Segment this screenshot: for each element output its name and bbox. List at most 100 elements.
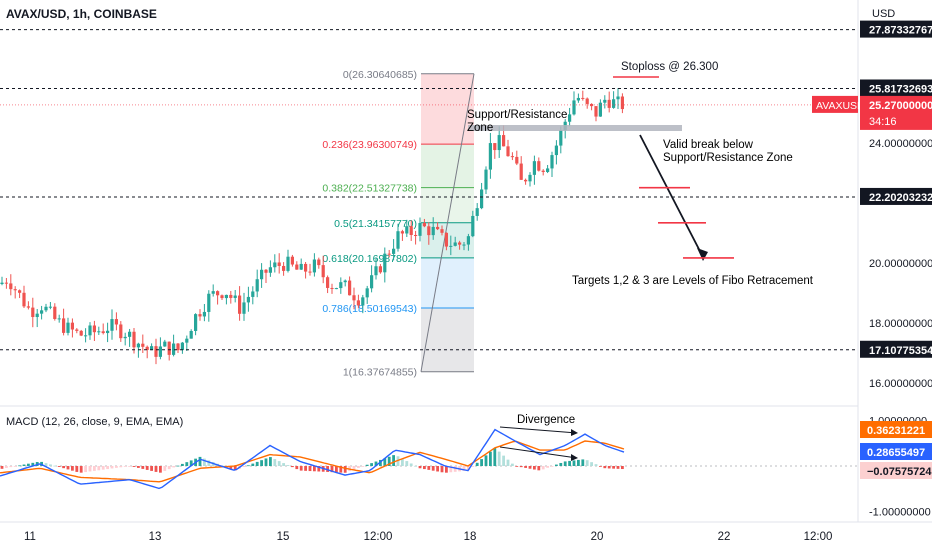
candle-down — [119, 324, 123, 339]
macd-histogram-bar — [392, 455, 395, 466]
macd-histogram-bar — [550, 466, 554, 467]
candle-down — [409, 226, 413, 235]
candle-up — [84, 335, 88, 337]
price-level-tag[interactable] — [860, 340, 932, 358]
candle-up — [370, 275, 374, 289]
price-level-tag[interactable] — [860, 20, 932, 38]
candle-up — [449, 245, 453, 247]
candle-up — [365, 288, 369, 298]
divergence-line-bottom[interactable] — [499, 446, 578, 459]
candle-down — [594, 106, 598, 117]
candle-up — [559, 130, 563, 146]
macd-histogram-bar — [115, 466, 118, 468]
macd-histogram-bar — [18, 465, 21, 467]
macd-histogram-bar — [260, 460, 263, 466]
macd-value-tag[interactable] — [860, 421, 932, 438]
macd-histogram-bar — [612, 466, 615, 469]
macd-histogram-bar — [53, 465, 57, 467]
candle-down — [167, 341, 171, 355]
fib-retracement[interactable]: 0(26.30640685) 0.236(23.96300749) 0.382(22… — [322, 69, 475, 379]
macd-value-tag[interactable] — [860, 443, 932, 460]
horizontal-lines[interactable] — [0, 29, 858, 351]
candle-up — [462, 244, 466, 246]
candle-down — [79, 330, 83, 336]
macd-histogram-bar — [154, 466, 158, 472]
candle-up — [123, 336, 127, 339]
candle-up — [180, 342, 184, 351]
divergence-line-top[interactable] — [499, 426, 578, 434]
macd-histogram-bar — [563, 461, 567, 466]
symbol-title[interactable]: AVAX/USD, 1h, COINBASE — [6, 7, 157, 21]
price-level-tag[interactable] — [860, 79, 932, 97]
macd-histogram-bar — [339, 466, 343, 473]
current-price-tag[interactable] — [860, 95, 932, 130]
candle-up — [576, 97, 580, 101]
macd-histogram-bar — [189, 460, 193, 466]
candle-up — [185, 338, 189, 343]
candle-down — [154, 346, 158, 357]
candle-up — [163, 341, 167, 347]
candle-up — [528, 174, 532, 182]
candle-down — [18, 290, 22, 293]
macd-histogram-bar — [31, 462, 35, 466]
candle-up — [550, 155, 554, 169]
macd-histogram-bar — [203, 458, 206, 466]
candle-down — [26, 306, 30, 308]
macd-value-tag[interactable] — [860, 462, 932, 479]
macd-histogram-bar — [295, 466, 299, 470]
candle-up — [35, 313, 39, 318]
macd-histogram-bar — [291, 466, 294, 468]
macd-histogram-bar — [0, 466, 4, 469]
current-price-label: 25.27000000 — [869, 100, 932, 112]
time-tick-label: 18 — [464, 531, 477, 543]
macd-histogram-bar — [528, 466, 532, 469]
candle-down — [436, 226, 440, 230]
macd-histogram-bar — [273, 459, 277, 466]
macd-histogram-bar — [506, 459, 510, 466]
candle-up — [453, 242, 457, 246]
macd-histogram-bar — [106, 466, 109, 470]
candle-up — [334, 288, 338, 290]
fib-level-label: 1(16.37674855) — [343, 367, 417, 379]
price-level-tag-label: 22.20203232 — [869, 192, 932, 204]
candle-down — [400, 231, 404, 234]
time-tick-label: 12:00 — [804, 531, 833, 543]
macd-histogram-bar — [568, 460, 571, 466]
support-resistance-zone[interactable] — [468, 125, 682, 131]
macd-histogram-bar — [326, 466, 329, 472]
macd-indicator-title[interactable]: MACD (12, 26, close, 9, EMA, EMA) — [6, 416, 184, 428]
candle-down — [607, 99, 611, 108]
macd-histogram-bar — [484, 455, 488, 466]
macd-histogram-bar — [603, 466, 607, 469]
fib-trend-line[interactable] — [420, 73, 475, 372]
macd-histogram-bar — [49, 464, 52, 466]
candle-up — [194, 314, 198, 331]
macd-histogram-bar — [585, 460, 589, 466]
macd-histogram-bar — [93, 466, 96, 471]
macd-histogram-bar — [475, 462, 479, 466]
macd-histogram-bar — [546, 466, 549, 468]
candle-down — [62, 318, 66, 333]
macd-histogram-bar — [467, 466, 470, 471]
candle-up — [150, 346, 154, 350]
macd-histogram-bar — [176, 465, 180, 467]
candle-down — [510, 156, 514, 158]
candle-down — [620, 96, 624, 110]
macd-histogram-bar — [304, 466, 307, 471]
candle-up — [396, 231, 400, 249]
macd-histogram-bar — [313, 466, 316, 472]
candle-up — [546, 168, 550, 172]
candle-up — [339, 282, 343, 289]
projection-arrow[interactable] — [639, 134, 704, 258]
price-level-tag[interactable] — [860, 187, 932, 205]
macd-signal-line — [0, 440, 625, 483]
candle-up — [392, 248, 396, 254]
macd-histogram-bar — [343, 466, 347, 473]
axes-layer: 24.00000000 20.00000000 18.00000000 16.0000… — [24, 20, 932, 543]
symbol-badge[interactable] — [812, 95, 858, 113]
candle-up — [158, 346, 162, 357]
fib-zone — [421, 73, 474, 145]
macd-histogram-bar — [423, 466, 426, 470]
